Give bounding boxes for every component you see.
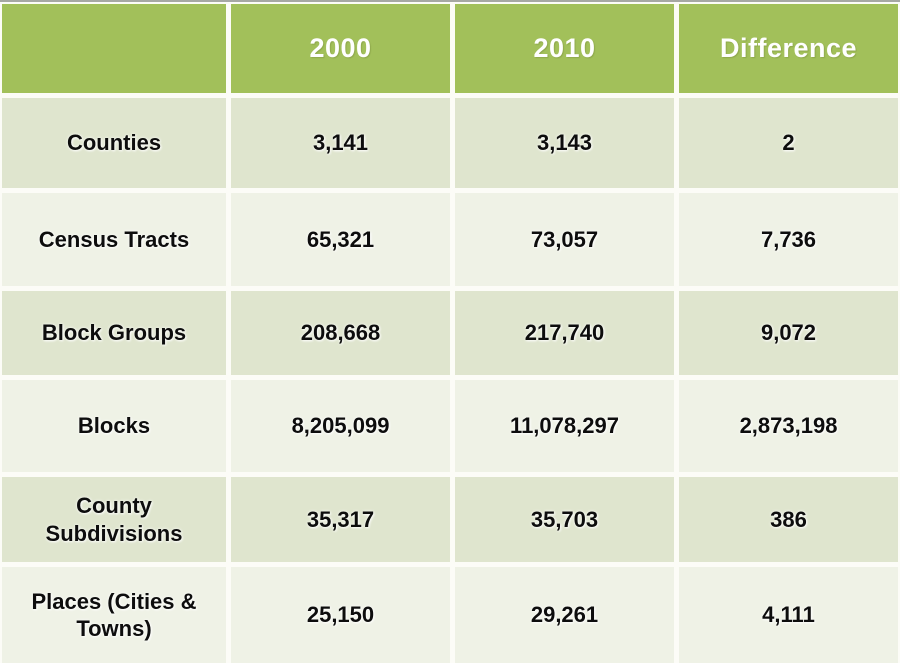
row-label-blocks: Blocks [2,380,226,472]
cell-county-subdivisions-2010: 35,703 [455,477,674,562]
cell-county-subdivisions-difference: 386 [679,477,898,562]
cell-counties-2000: 3,141 [231,98,450,188]
cell-block-groups-difference: 9,072 [679,291,898,375]
column-header-2010: 2010 [455,4,674,93]
cell-blocks-2000: 8,205,099 [231,380,450,472]
cell-counties-difference: 2 [679,98,898,188]
cell-census-tracts-difference: 7,736 [679,193,898,286]
row-label-block-groups: Block Groups [2,291,226,375]
cell-places-difference: 4,111 [679,567,898,663]
row-label-census-tracts: Census Tracts [2,193,226,286]
column-header-blank [2,4,226,93]
cell-census-tracts-2010: 73,057 [455,193,674,286]
cell-block-groups-2000: 208,668 [231,291,450,375]
cell-counties-2010: 3,143 [455,98,674,188]
cell-blocks-2010: 11,078,297 [455,380,674,472]
column-header-2000: 2000 [231,4,450,93]
cell-places-2010: 29,261 [455,567,674,663]
geography-counts-table: 2000 2010 Difference Counties 3,141 3,14… [2,4,898,663]
row-label-places: Places (Cities & Towns) [2,567,226,663]
row-label-counties: Counties [2,98,226,188]
cell-county-subdivisions-2000: 35,317 [231,477,450,562]
column-header-difference: Difference [679,4,898,93]
cell-blocks-difference: 2,873,198 [679,380,898,472]
cell-census-tracts-2000: 65,321 [231,193,450,286]
row-label-county-subdivisions: County Subdivisions [2,477,226,562]
cell-places-2000: 25,150 [231,567,450,663]
cell-block-groups-2010: 217,740 [455,291,674,375]
